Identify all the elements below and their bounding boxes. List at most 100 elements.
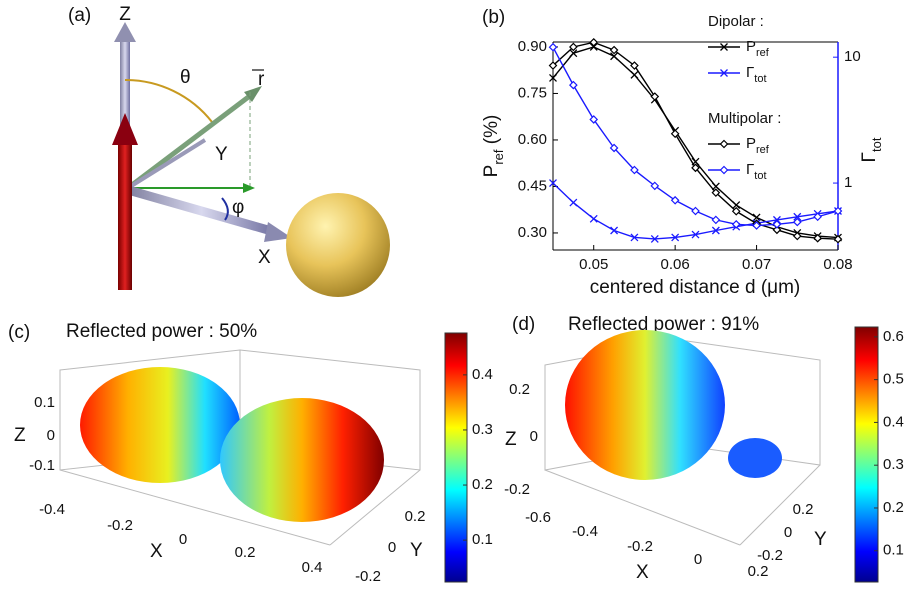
- label-part: P: [481, 165, 502, 178]
- tick-label: 0.1: [34, 394, 55, 411]
- legend-name: P: [746, 38, 756, 55]
- marker: [792, 217, 802, 227]
- dipole-rod: [118, 140, 132, 290]
- tick-label: 0: [47, 427, 55, 444]
- legend-marker: [719, 139, 729, 149]
- x-axis-label: centered distance d (μm): [590, 277, 801, 298]
- marker: [772, 225, 782, 235]
- axis-letter: Z: [119, 4, 131, 25]
- legend-name: Γ: [746, 64, 754, 81]
- tick-label: -0.4: [572, 523, 598, 540]
- r-vector: [126, 90, 257, 190]
- axis-letter: X: [636, 562, 649, 583]
- tick-label: 0.4: [302, 559, 323, 576]
- marker: [650, 92, 660, 101]
- tick-label: -0.2: [504, 481, 530, 498]
- marker: [589, 43, 598, 51]
- z-arrowhead: [114, 22, 136, 42]
- legend-sub: ref: [756, 144, 770, 156]
- axis-letter: Y: [215, 144, 228, 165]
- panel-title: Reflected power : 50%: [66, 321, 257, 342]
- tick-label: 0.2: [509, 381, 530, 398]
- panel-a: (a) Z θ r Y X φ: [68, 4, 390, 297]
- marker: [589, 115, 599, 124]
- tick-label: 0: [530, 428, 538, 445]
- axis-letter: Y: [814, 529, 827, 550]
- marker: [731, 220, 741, 229]
- marker: [609, 45, 619, 55]
- panel-c: (c) Reflected power : 50% Z 0.1 0 -0.1 -…: [8, 321, 468, 585]
- x-tick-label: 0.08: [823, 256, 852, 273]
- legend-name: P: [746, 135, 756, 152]
- colorbar-tick-label: 0.4: [883, 413, 904, 430]
- tick-label: -0.2: [757, 547, 783, 564]
- marker: [772, 220, 782, 229]
- y2-axis-label: Γtot: [859, 137, 884, 162]
- r-label: r: [258, 69, 265, 90]
- r-arrowhead: [244, 86, 262, 102]
- axis-box: [329, 469, 421, 546]
- marker: [569, 80, 578, 90]
- marker: [670, 129, 680, 139]
- tick-label: -0.1: [29, 457, 55, 474]
- y-tick-label: 0.45: [518, 177, 547, 194]
- legend-marker: [720, 69, 728, 77]
- colorbar: [444, 332, 468, 583]
- panel-title: Reflected power : 91%: [568, 314, 759, 335]
- marker: [711, 188, 721, 198]
- colorbar-tick-label: 0.6: [883, 328, 904, 345]
- tick-label: -0.2: [355, 568, 381, 585]
- marker: [589, 37, 599, 47]
- marker: [792, 231, 802, 241]
- marker: [711, 226, 720, 235]
- tick-label: -0.2: [627, 538, 653, 555]
- phi-label: φ: [232, 197, 244, 218]
- marker: [752, 221, 761, 230]
- legend-sub: tot: [754, 170, 766, 182]
- legend-sub: tot: [754, 73, 766, 85]
- colorbar-tick-label: 0.2: [472, 476, 493, 493]
- legend-group-title: Multipolar :: [708, 110, 781, 127]
- legend-label: Γtot: [746, 64, 767, 85]
- marker: [630, 61, 639, 70]
- axis-box: [544, 469, 741, 546]
- tick-label: -0.4: [39, 501, 65, 518]
- panel-d: (d) Reflected power : 91% Z 0.2 0 -0.2 -…: [504, 314, 879, 583]
- legend-sub: ref: [756, 47, 770, 59]
- tick-label: 0: [784, 524, 792, 541]
- x-arrowhead: [264, 222, 292, 242]
- marker: [691, 206, 700, 216]
- marker: [772, 215, 781, 224]
- panel-label: (b): [482, 7, 505, 28]
- phi-arc: [221, 197, 229, 221]
- y-axis: [126, 138, 207, 190]
- lobe: [220, 398, 384, 522]
- marker: [548, 42, 558, 52]
- marker: [548, 61, 558, 70]
- marker: [731, 206, 741, 216]
- projection-arrowhead: [243, 183, 255, 193]
- y2-tick-label: 1: [844, 174, 852, 191]
- marker: [549, 73, 557, 82]
- y-tick-label: 0.30: [518, 224, 547, 241]
- legend-marker: [720, 43, 728, 51]
- colorbar-tick-label: 0.3: [883, 456, 904, 473]
- tick-label: 0.2: [405, 508, 426, 525]
- marker: [609, 143, 619, 153]
- lobe: [728, 438, 782, 478]
- marker: [610, 52, 619, 61]
- x-tick-label: 0.05: [579, 256, 608, 273]
- y-tick-label: 0.90: [518, 38, 547, 55]
- axis-letter: X: [258, 247, 271, 268]
- marker: [732, 201, 741, 210]
- marker: [711, 215, 721, 225]
- axis-box: [59, 469, 331, 546]
- axis-letter: X: [150, 541, 163, 562]
- colorbar-tick-label: 0.3: [472, 421, 493, 438]
- marker: [630, 233, 639, 242]
- label-part: (%): [481, 115, 502, 150]
- colorbar-tick-label: 0.2: [883, 499, 904, 516]
- y-tick-label: 0.75: [518, 84, 547, 101]
- panel-label: (a): [68, 5, 91, 26]
- marker: [569, 49, 578, 58]
